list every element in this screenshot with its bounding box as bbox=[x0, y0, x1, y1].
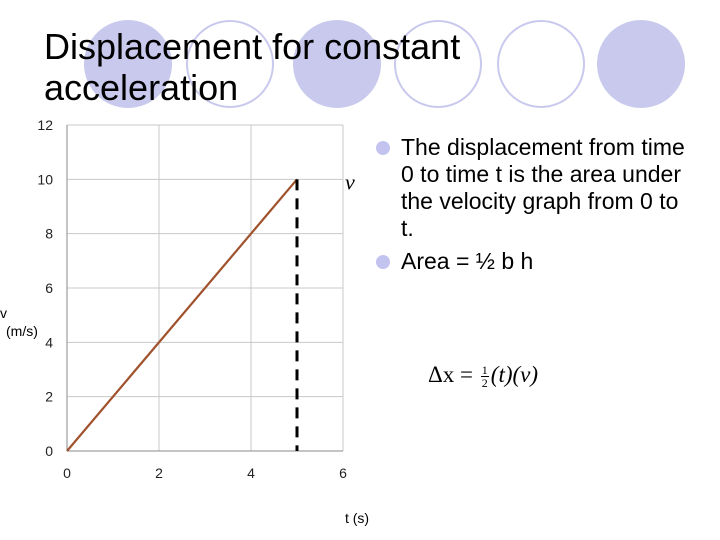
bullet-text: The displacement from time 0 to time t i… bbox=[401, 134, 685, 241]
bullet-list: The displacement from time 0 to time t i… bbox=[374, 134, 694, 281]
x-tick-label: 2 bbox=[155, 465, 163, 481]
velocity-line bbox=[66, 178, 298, 452]
slide-title: Displacement for constant acceleration bbox=[44, 26, 514, 108]
formula-half-fraction: 1 2 bbox=[480, 363, 489, 391]
y-tick-label: 10 bbox=[37, 171, 53, 187]
x-tick-label: 4 bbox=[247, 465, 255, 481]
decor-circle-outline bbox=[497, 20, 585, 108]
y-axis-label: v (m/s) bbox=[0, 305, 38, 339]
decor-circle-filled bbox=[597, 20, 685, 108]
y-axis-label-line: (m/s) bbox=[6, 323, 38, 339]
y-tick-label: 4 bbox=[45, 334, 53, 350]
formula-rest: (t)(v) bbox=[490, 362, 539, 387]
bullet-dot-icon bbox=[376, 141, 390, 155]
formula-half-numerator: 1 bbox=[480, 363, 489, 378]
y-tick-label: 8 bbox=[45, 226, 53, 242]
y-tick-label: 12 bbox=[37, 117, 53, 133]
annotation-v-label: v bbox=[345, 169, 355, 194]
slide-title-line-2: acceleration bbox=[44, 67, 239, 108]
bullet-item: The displacement from time 0 to time t i… bbox=[374, 134, 694, 242]
formula-half-denominator: 2 bbox=[481, 376, 488, 391]
y-tick-label: 6 bbox=[45, 280, 53, 296]
formula-equals: = bbox=[460, 362, 474, 387]
decor-circle-filled bbox=[293, 20, 381, 108]
decor-circle-filled bbox=[84, 20, 172, 108]
bullet-dot-icon bbox=[376, 255, 390, 269]
bullet-text: Area = ½ b h bbox=[401, 248, 534, 274]
y-axis-label-line: v bbox=[0, 305, 7, 321]
decorative-circles bbox=[84, 20, 685, 108]
velocity-time-chart: 0 2 4 6 8 10 12 0 2 4 6 v v (m/s) t (s) bbox=[0, 117, 369, 526]
x-tick-label: 0 bbox=[63, 465, 71, 481]
y-tick-label: 2 bbox=[45, 389, 53, 405]
slide-title-line-1: Displacement for constant bbox=[44, 26, 461, 67]
displacement-formula: Δx = 1 2 (t)(v) bbox=[428, 362, 538, 389]
y-tick-label: 0 bbox=[45, 443, 53, 459]
x-tick-label: 6 bbox=[339, 465, 347, 481]
bullet-item: Area = ½ b h bbox=[374, 248, 694, 275]
decor-circle-outline bbox=[186, 20, 274, 108]
x-axis-label: t (s) bbox=[345, 510, 369, 526]
decor-circle-outline bbox=[394, 20, 482, 108]
formula-delta-x: Δx bbox=[428, 362, 455, 387]
